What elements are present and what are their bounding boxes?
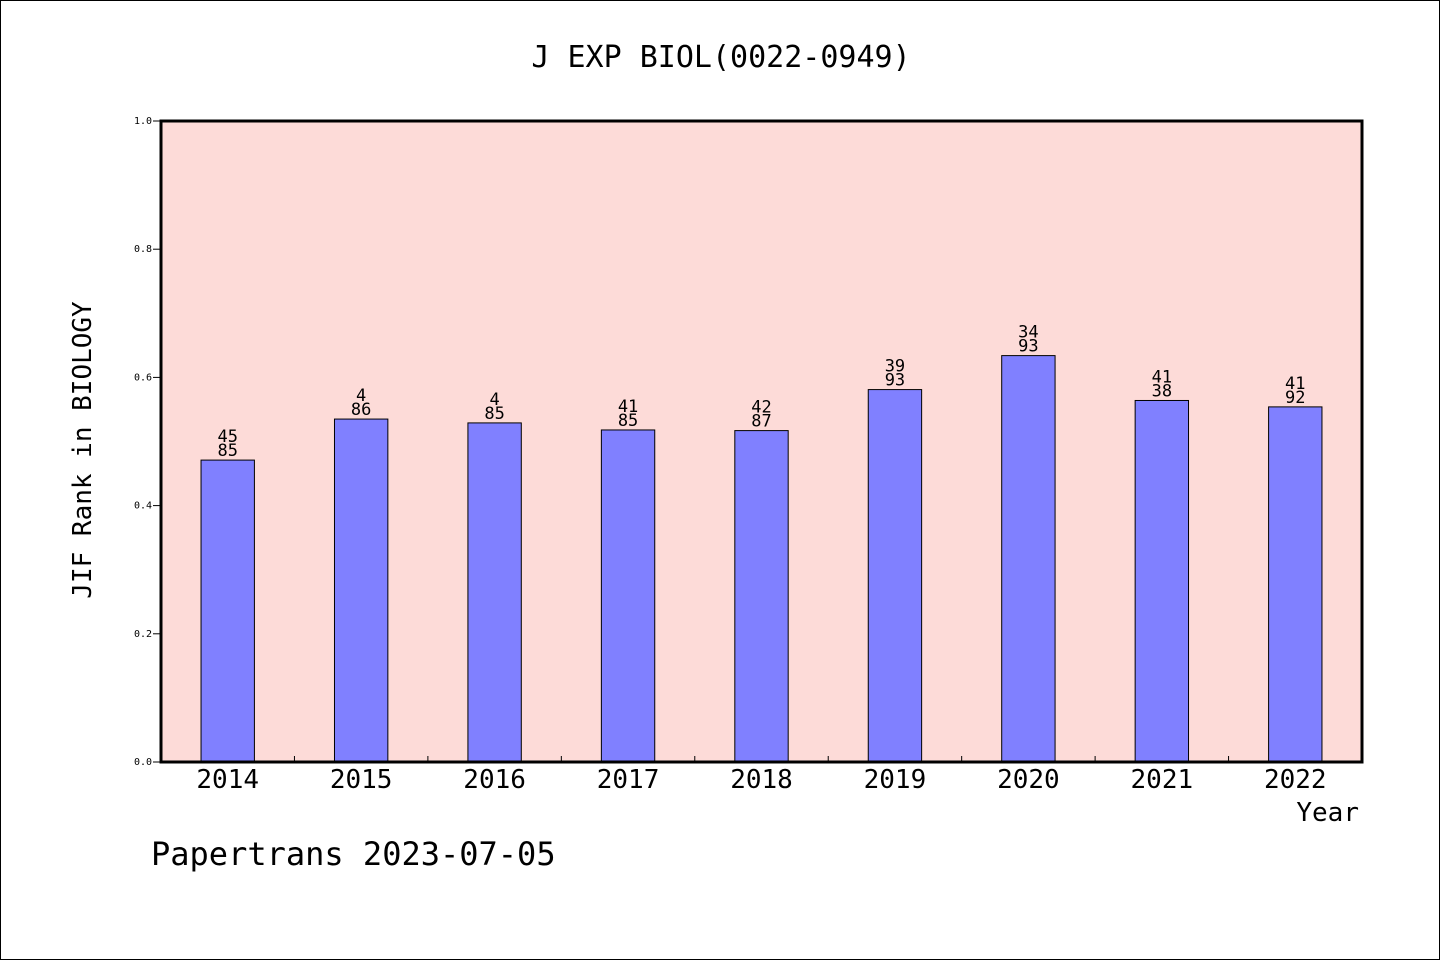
x-tick-label-2019: 2019 xyxy=(864,765,927,795)
bar-label-upper-2017: 41 xyxy=(618,397,638,417)
bar-2015 xyxy=(333,418,389,763)
bar-label-upper-2014: 45 xyxy=(217,427,237,447)
bar-label-lower-2014: 85 xyxy=(217,441,237,461)
y-tick-label-0.8: 0.8 xyxy=(134,244,152,255)
y-tick-label-0.6: 0.6 xyxy=(134,372,152,383)
bar-label-upper-2021: 41 xyxy=(1152,367,1172,387)
plot-border xyxy=(159,119,1364,764)
bar-label-lower-2016: 85 xyxy=(484,404,504,424)
bar-2019 xyxy=(867,389,923,763)
footer-watermark: Papertrans 2023-07-05 xyxy=(151,835,556,873)
bar-2016 xyxy=(467,422,522,763)
y-axis-label: JIF Rank in BIOLOGY xyxy=(68,301,98,599)
x-axis-label: Year xyxy=(1296,798,1359,828)
x-tick-label-2021: 2021 xyxy=(1131,765,1194,795)
y-tick-label-0.0: 0.0 xyxy=(134,757,152,768)
bar-label-lower-2018: 87 xyxy=(751,412,771,432)
bar-label-lower-2017: 85 xyxy=(618,411,638,431)
bar-label-lower-2015: 86 xyxy=(351,400,371,420)
bar-label-lower-2020: 93 xyxy=(1018,337,1038,357)
bar-label-upper-2022: 41 xyxy=(1285,374,1305,394)
bar-2020 xyxy=(1001,355,1056,763)
x-tick-label-2017: 2017 xyxy=(597,765,660,795)
x-tick-label-2014: 2014 xyxy=(196,765,259,795)
bar-2022 xyxy=(1268,406,1323,763)
bar-label-lower-2021: 38 xyxy=(1152,381,1172,401)
bar-label-upper-2019: 39 xyxy=(885,357,905,377)
bar-2018 xyxy=(734,430,789,763)
bar-label-lower-2022: 92 xyxy=(1285,388,1305,408)
bar-label-upper-2018: 42 xyxy=(751,398,771,418)
x-tick-label-2022: 2022 xyxy=(1264,765,1327,795)
chart-title: J EXP BIOL(0022-0949) xyxy=(531,40,910,75)
y-tick-label-1.0: 1.0 xyxy=(134,116,152,127)
bar-2014 xyxy=(200,459,255,763)
bar-2021 xyxy=(1134,399,1190,763)
bar-label-upper-2016: 4 xyxy=(489,390,499,410)
x-tick-label-2018: 2018 xyxy=(730,765,793,795)
bar-label-upper-2015: 4 xyxy=(356,386,366,406)
bar-label-lower-2019: 93 xyxy=(885,371,905,391)
x-tick-label-2016: 2016 xyxy=(463,765,526,795)
y-tick-label-0.4: 0.4 xyxy=(134,501,152,512)
x-tick-label-2020: 2020 xyxy=(997,765,1060,795)
y-tick-label-0.2: 0.2 xyxy=(134,629,152,640)
bar-2017 xyxy=(600,429,656,763)
bar-label-upper-2020: 34 xyxy=(1018,323,1038,343)
x-tick-label-2015: 2015 xyxy=(330,765,393,795)
